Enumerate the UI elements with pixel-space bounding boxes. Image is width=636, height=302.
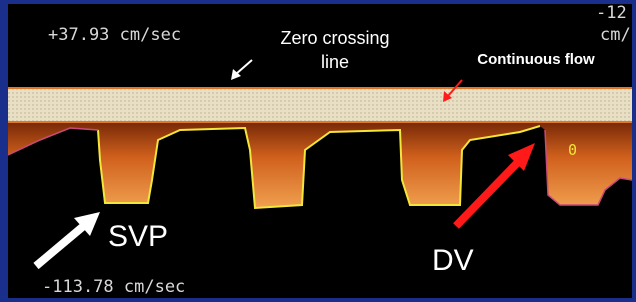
zero-band	[8, 89, 632, 122]
corner-label: cm/	[600, 25, 631, 45]
velocity-label: -113.78 cm/sec	[42, 277, 185, 297]
velocity-label: +37.93 cm/sec	[48, 25, 181, 45]
annotation: DV	[432, 244, 474, 277]
annotation: Zero crossing	[280, 28, 389, 48]
annotation: line	[321, 52, 349, 72]
annotation: SVP	[108, 220, 168, 253]
annotation: Continuous flow	[477, 51, 595, 68]
marker-label: 0	[568, 141, 577, 159]
doppler-screenshot: +37.93 cm/sec -113.78 cm/sec -12 cm/ 0 Z…	[0, 0, 636, 302]
corner-label: -12	[596, 3, 627, 23]
